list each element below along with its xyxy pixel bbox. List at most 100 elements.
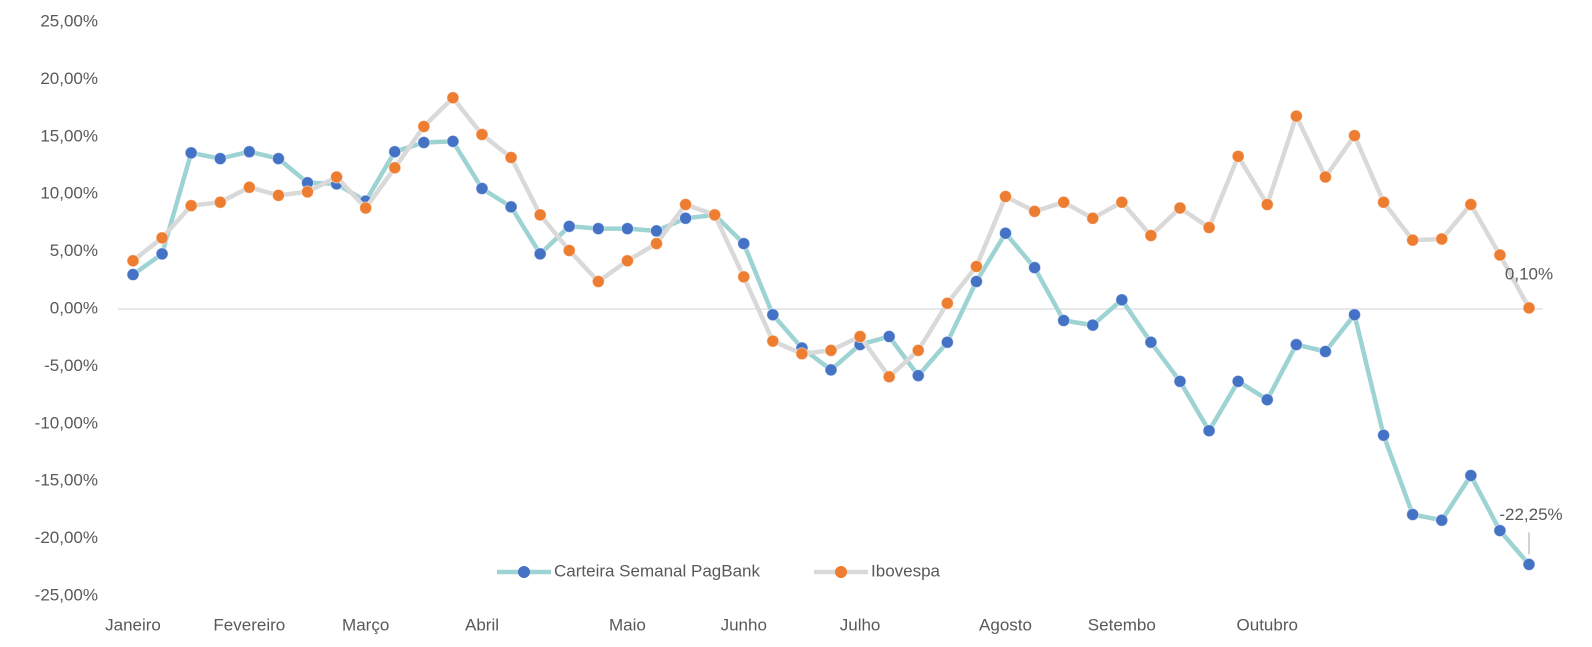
- point: [1406, 233, 1420, 247]
- point: [388, 145, 402, 159]
- point: [417, 136, 431, 150]
- y-tick-label: 15,00%: [40, 126, 98, 145]
- point: [562, 219, 576, 233]
- point: [475, 181, 489, 195]
- data-label: -22,25%: [1499, 505, 1562, 524]
- point: [417, 119, 431, 133]
- point: [824, 363, 838, 377]
- point: [330, 170, 344, 184]
- point: [650, 224, 663, 238]
- point: [1173, 374, 1187, 388]
- point: [1318, 170, 1332, 184]
- point: [940, 335, 954, 349]
- point: [999, 189, 1012, 203]
- point: [475, 128, 489, 142]
- point: [1522, 557, 1536, 571]
- point: [679, 198, 693, 212]
- point: [1173, 201, 1187, 215]
- point: [1289, 338, 1303, 352]
- point: [1348, 308, 1361, 322]
- point: [679, 211, 693, 225]
- point: [591, 274, 605, 288]
- y-tick-label: -20,00%: [35, 528, 98, 547]
- point: [1377, 195, 1391, 209]
- point: [1348, 129, 1361, 143]
- point: [1028, 261, 1042, 275]
- point: [301, 185, 314, 199]
- x-tick-label: Abril: [465, 615, 499, 634]
- x-tick-label: Agosto: [979, 615, 1032, 634]
- point: [999, 226, 1012, 240]
- point: [1464, 198, 1478, 212]
- y-tick-label: 0,00%: [50, 298, 98, 317]
- y-tick-label: 10,00%: [40, 184, 98, 203]
- point: [359, 201, 373, 215]
- point: [620, 222, 634, 236]
- point: [1086, 318, 1100, 332]
- point: [271, 188, 285, 202]
- point: [388, 161, 402, 175]
- point: [1435, 232, 1449, 246]
- point: [1260, 198, 1274, 212]
- point: [1318, 344, 1332, 358]
- x-tick-label: Setembo: [1088, 615, 1156, 634]
- point: [620, 254, 634, 268]
- point: [533, 247, 547, 261]
- point: [882, 370, 896, 384]
- point: [1028, 204, 1042, 218]
- series-line: [131, 95, 1531, 379]
- point: [650, 237, 663, 251]
- point: [853, 330, 867, 344]
- point: [969, 260, 983, 274]
- point: [1289, 109, 1303, 123]
- point: [1202, 424, 1216, 438]
- point: [911, 369, 925, 383]
- y-tick-label: 25,00%: [40, 11, 98, 30]
- legend-label: Ibovespa: [871, 561, 941, 580]
- x-tick-label: Janeiro: [105, 615, 161, 634]
- y-tick-label: 20,00%: [40, 69, 98, 88]
- point: [1115, 195, 1129, 209]
- point: [940, 296, 954, 310]
- point: [242, 145, 256, 159]
- point: [1115, 293, 1129, 307]
- point: [911, 343, 925, 357]
- point: [1202, 220, 1216, 234]
- point: [1144, 229, 1158, 243]
- point: [1435, 513, 1449, 527]
- point: [737, 237, 751, 251]
- point: [1231, 374, 1245, 388]
- point: [446, 91, 460, 105]
- point: [766, 308, 780, 322]
- point: [1464, 468, 1478, 482]
- point: [708, 208, 722, 222]
- y-tick-label: -25,00%: [35, 585, 98, 604]
- point: [126, 254, 140, 268]
- x-tick-label: Fevereiro: [213, 615, 285, 634]
- y-tick-label: 5,00%: [50, 241, 98, 260]
- point: [1377, 428, 1391, 442]
- legend-marker: [835, 566, 848, 578]
- point: [562, 243, 576, 257]
- legend-marker: [518, 566, 530, 578]
- point: [504, 200, 518, 214]
- point: [969, 274, 983, 288]
- x-tick-label: Julho: [840, 615, 881, 634]
- point: [1057, 195, 1071, 209]
- x-tick-label: Março: [342, 615, 389, 634]
- point: [213, 152, 227, 166]
- x-tick-label: Maio: [609, 615, 646, 634]
- x-tick-label: Outubro: [1237, 615, 1298, 634]
- point: [1406, 507, 1420, 521]
- point: [155, 231, 169, 245]
- y-tick-label: -15,00%: [35, 471, 98, 490]
- point: [1493, 248, 1507, 262]
- point: [533, 208, 547, 222]
- point: [446, 134, 460, 148]
- point: [591, 222, 605, 236]
- point: [271, 152, 285, 166]
- point: [155, 247, 169, 261]
- point: [882, 330, 896, 344]
- point: [1493, 524, 1507, 538]
- legend-label: Carteira Semanal PagBank: [554, 561, 761, 580]
